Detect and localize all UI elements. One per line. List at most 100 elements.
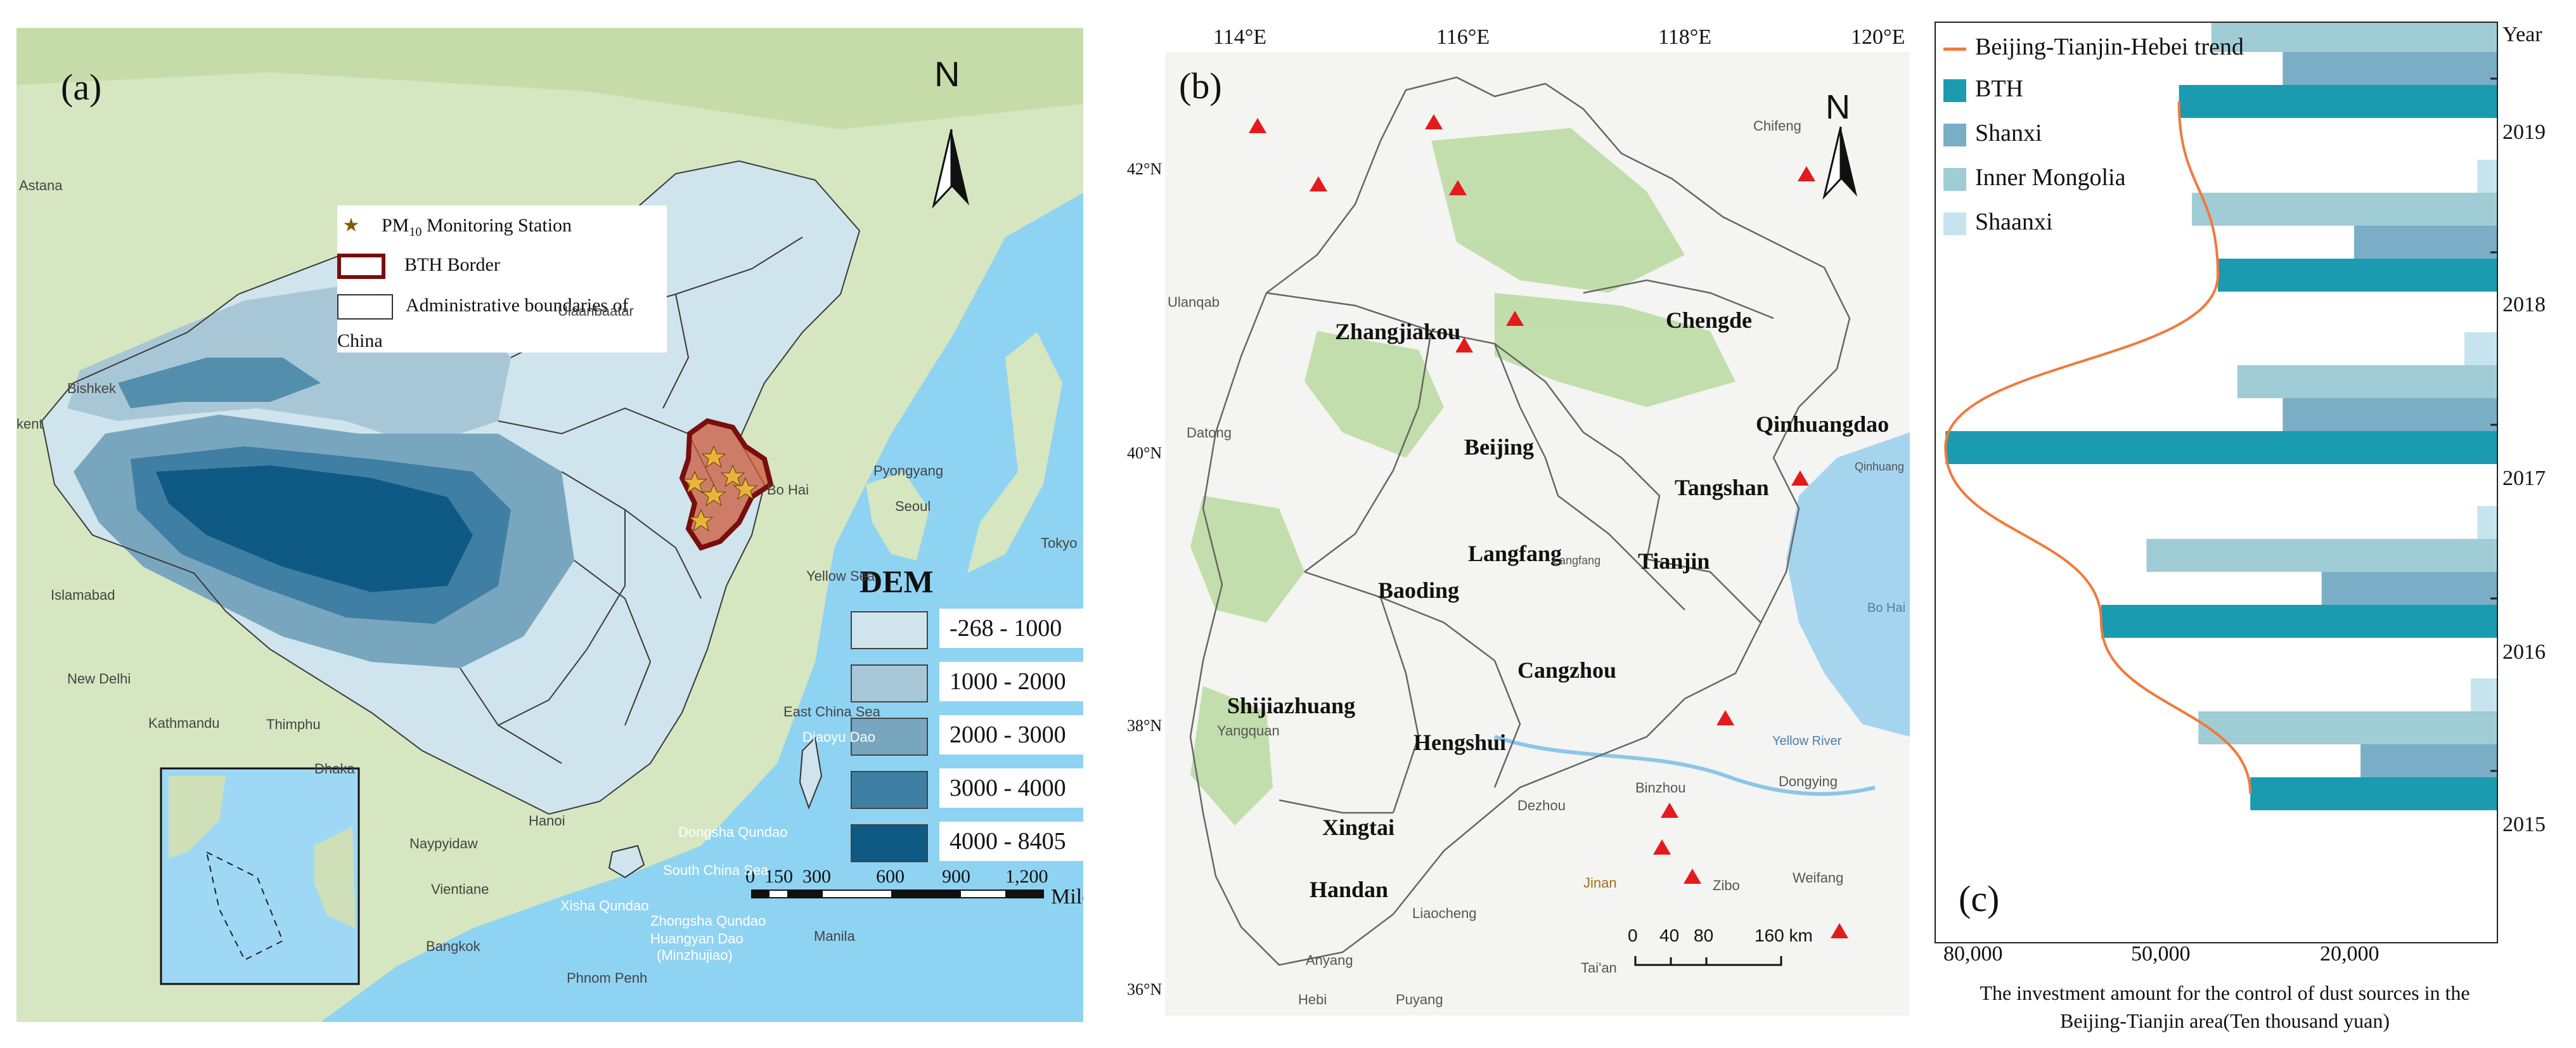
basemap-label: Chifeng	[1753, 118, 1801, 134]
legend-inner: Inner Mongolia	[1943, 164, 2125, 191]
year-tick-2018: 2018	[2502, 293, 2546, 316]
year-tick-2017: 2017	[2502, 467, 2546, 490]
north-arrow-icon	[932, 129, 969, 209]
bo-hai-sea	[1786, 432, 1910, 737]
place-label: Phnom Penh	[567, 970, 648, 986]
bar-bth-2019	[2179, 85, 2497, 118]
place-label: Pyongyang	[873, 463, 944, 479]
km-tick-80: 80	[1694, 926, 1714, 945]
basemap-label: Langfang	[1553, 554, 1601, 567]
x-tick-20000: 20,000	[2320, 942, 2380, 966]
scale-tick-300: 300	[802, 866, 831, 887]
investment-bar-chart	[1935, 22, 2498, 943]
dem-swatch-3	[851, 771, 928, 809]
basemap-label: Dongying	[1779, 773, 1838, 789]
forest-areas	[1190, 128, 1736, 825]
place-label: Zhongsha Qundao	[650, 913, 766, 929]
place-label: Diaoyu Dao	[802, 729, 875, 745]
yellow-river	[1494, 735, 1876, 796]
panel-a-label: (a)	[61, 67, 102, 108]
x-tick-50000: 50,000	[2131, 942, 2191, 966]
scale-tick-0: 0	[745, 866, 755, 887]
admin-swatch	[337, 294, 393, 320]
bar-inner-mongolia-2018	[2192, 193, 2497, 226]
legend-station-row: ★ PM10 Monitoring Station	[337, 208, 572, 243]
place-label: Bangkok	[426, 938, 480, 954]
city-langfang: Langfang	[1468, 541, 1562, 566]
north-land	[16, 28, 1083, 129]
legend-bth: BTH	[1943, 75, 2023, 103]
korea	[866, 472, 929, 560]
dem-label-4: 4000 - 8405	[939, 822, 1083, 861]
basemap-label: Ulanqab	[1168, 294, 1220, 310]
scale-bar-miles	[751, 890, 1044, 898]
japan	[967, 332, 1062, 573]
x-axis-title: The investment amount for the control of…	[1946, 979, 2504, 1035]
legend-shaanxi-label: Shaanxi	[1975, 209, 2053, 235]
lon-tick-116: 116°E	[1436, 25, 1490, 49]
legend-admin-row: Administrative boundaries of China	[337, 288, 667, 351]
legend-station-rest: Monitoring Station	[422, 215, 572, 236]
legend-trend-label: Beijing-Tianjin-Hebei trend	[1975, 34, 2244, 60]
bar-inner-mongolia-2015	[2198, 711, 2497, 744]
bar-shanxi-2015	[2360, 744, 2497, 777]
basemap-label: Qinhuang	[1855, 460, 1905, 473]
legend-shanxi-swatch	[1943, 124, 1966, 147]
bar-shanxi-2016	[2321, 572, 2497, 605]
city-baoding: Baoding	[1378, 578, 1460, 603]
basemap-label: Yellow River	[1772, 734, 1842, 748]
dem-swatch-0	[851, 611, 928, 649]
x-tick-80000: 80,000	[1943, 942, 2003, 966]
basemap-label: Zibo	[1713, 877, 1740, 893]
city-tangshan: Tangshan	[1675, 475, 1769, 500]
bth-city-map: (b) N Zhangjiakou Chengde Qinhuangdao Be…	[1165, 52, 1910, 1016]
legend-bth-swatch	[1943, 79, 1966, 103]
panel-a-north-label: N	[934, 54, 960, 94]
scale-bar-km	[1634, 956, 1782, 966]
city-shijiazhuang: Shijiazhuang	[1227, 693, 1356, 718]
place-label: Bishkek	[67, 380, 117, 396]
hainan	[608, 844, 645, 879]
legend-border-label: BTH Border	[404, 254, 500, 275]
place-label: Hanoi	[529, 813, 565, 829]
place-label: Dongsha Qundao	[678, 824, 788, 840]
lat-tick-38: 38°N	[1127, 716, 1162, 735]
place-label: Vientiane	[431, 881, 489, 897]
place-label: Seoul	[895, 498, 931, 514]
bar-inner-mongolia-2017	[2237, 365, 2497, 398]
city-zhangjiakou: Zhangjiakou	[1335, 319, 1461, 344]
place-label: New Delhi	[67, 671, 131, 687]
km-tick-160: 160 km	[1755, 926, 1813, 945]
panel-b-north-label: N	[1826, 88, 1850, 126]
basemap-label: Tai'an	[1581, 960, 1617, 976]
bar-bth-2018	[2218, 259, 2497, 292]
bar-shaanxi-2018	[2477, 160, 2497, 193]
bar-bth-2017	[1945, 431, 2497, 464]
lon-tick-120: 120°E	[1851, 25, 1905, 49]
bar-bth-2015	[2250, 777, 2497, 810]
dem-swatch-4	[851, 824, 928, 862]
legend-shanxi: Shanxi	[1943, 119, 2042, 147]
dem-4000	[156, 465, 473, 592]
dem-label-1: 1000 - 2000	[939, 662, 1083, 701]
basemap-label: Bo Hai	[1867, 601, 1906, 615]
basemap-label: Liaocheng	[1412, 905, 1477, 921]
dem-tian	[118, 358, 321, 408]
bar-inner-mongolia-2019	[2211, 23, 2497, 52]
bar-shanxi-2017	[2283, 398, 2497, 431]
basemap-label: Dezhou	[1517, 798, 1566, 813]
bar-shaanxi-2015	[2471, 678, 2497, 711]
scale-tick-1200: 1,200	[1005, 866, 1048, 887]
place-label: Naypyidaw	[409, 836, 478, 851]
dem-label-0: -268 - 1000	[939, 609, 1083, 648]
legend-trend-swatch	[1943, 47, 1966, 51]
city-beijing: Beijing	[1464, 434, 1535, 460]
basemap-label: Weifang	[1793, 870, 1844, 886]
year-axis-title: Year	[2502, 23, 2542, 46]
bar-bth-2016	[2101, 605, 2497, 638]
lon-tick-118: 118°E	[1658, 25, 1712, 49]
dem-swatch-1	[851, 664, 928, 702]
km-tick-40: 40	[1659, 926, 1680, 945]
dem-class-4: 4000 - 8405	[851, 822, 1083, 864]
km-tick-0: 0	[1628, 926, 1638, 945]
